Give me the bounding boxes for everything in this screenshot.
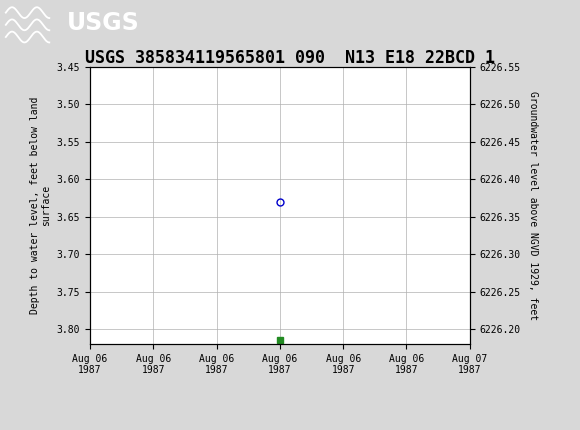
Text: USGS: USGS	[67, 11, 139, 34]
Text: USGS 385834119565801 090  N13 E18 22BCD 1: USGS 385834119565801 090 N13 E18 22BCD 1	[85, 49, 495, 67]
Y-axis label: Groundwater level above NGVD 1929, feet: Groundwater level above NGVD 1929, feet	[528, 91, 538, 320]
Y-axis label: Depth to water level, feet below land
surface: Depth to water level, feet below land su…	[30, 97, 51, 314]
